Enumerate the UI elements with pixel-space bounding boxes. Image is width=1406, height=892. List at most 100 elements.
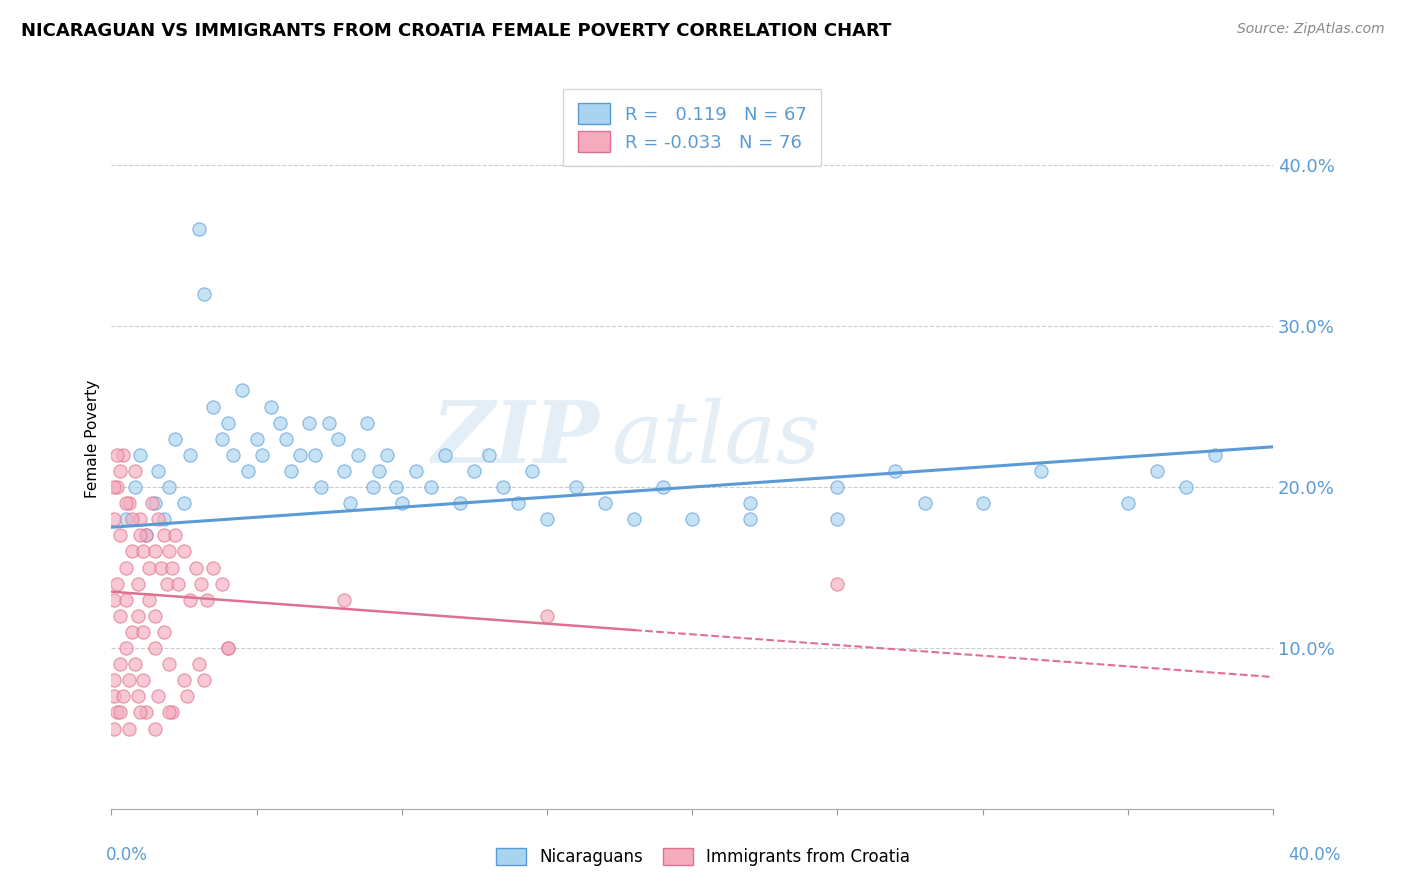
Point [162,560,184,574]
Point [211,432,233,446]
Point [115,496,138,510]
Point [1146,464,1168,478]
Point [162,706,184,720]
Point [143,496,166,510]
Point [391,496,413,510]
Point [165,528,187,542]
Point [143,544,166,558]
Text: NICARAGUAN VS IMMIGRANTS FROM CROATIA FEMALE POVERTY CORRELATION CHART: NICARAGUAN VS IMMIGRANTS FROM CROATIA FE… [21,22,891,40]
Point [103,673,125,688]
Point [115,640,138,655]
Point [173,544,195,558]
Point [129,448,152,462]
Point [536,512,558,526]
Point [434,448,457,462]
Point [740,496,762,510]
Point [103,690,125,704]
Point [217,640,239,655]
Point [173,673,195,688]
Text: 0.0%: 0.0% [105,846,148,863]
Point [184,560,207,574]
Point [105,576,128,591]
Point [269,416,291,430]
Point [274,432,297,446]
Point [187,222,209,236]
Point [298,416,321,430]
Point [1116,496,1139,510]
Point [135,706,157,720]
Point [103,480,125,494]
Point [193,673,215,688]
Point [506,496,529,510]
Point [146,690,169,704]
Point [463,464,485,478]
Point [260,400,283,414]
Point [159,657,181,672]
Point [132,673,155,688]
Point [304,448,326,462]
Point [827,576,849,591]
Point [1204,448,1226,462]
Point [246,432,269,446]
Point [449,496,471,510]
Point [367,464,389,478]
Point [217,640,239,655]
Point [167,576,190,591]
Point [115,512,138,526]
Point [129,706,152,720]
Point [492,480,515,494]
Point [121,624,143,639]
Point [108,608,131,623]
Point [103,722,125,736]
Point [155,576,177,591]
Point [202,400,225,414]
Point [280,464,302,478]
Point [914,496,936,510]
Point [593,496,616,510]
Text: Source: ZipAtlas.com: Source: ZipAtlas.com [1237,22,1385,37]
Point [193,286,215,301]
Point [143,722,166,736]
Point [356,416,378,430]
Point [339,496,361,510]
Point [884,464,907,478]
Point [118,496,141,510]
Point [121,544,143,558]
Text: ZIP: ZIP [432,397,599,481]
Point [112,690,135,704]
Point [190,576,212,591]
Point [179,592,201,607]
Point [173,496,195,510]
Point [740,512,762,526]
Point [105,480,128,494]
Point [143,640,166,655]
Point [112,448,135,462]
Point [536,608,558,623]
Point [135,528,157,542]
Point [347,448,370,462]
Point [149,560,172,574]
Point [419,480,441,494]
Y-axis label: Female Poverty: Female Poverty [86,380,100,498]
Point [652,480,675,494]
Point [138,592,160,607]
Point [118,722,141,736]
Point [179,448,201,462]
Point [332,592,354,607]
Point [132,544,155,558]
Point [1174,480,1197,494]
Point [152,528,174,542]
Point [159,544,181,558]
Point [124,657,146,672]
Point [103,592,125,607]
Point [115,592,138,607]
Point [108,657,131,672]
Point [115,560,138,574]
Point [252,448,274,462]
Point [108,464,131,478]
Point [127,690,149,704]
Point [681,512,703,526]
Point [1029,464,1052,478]
Point [375,448,398,462]
Point [972,496,994,510]
